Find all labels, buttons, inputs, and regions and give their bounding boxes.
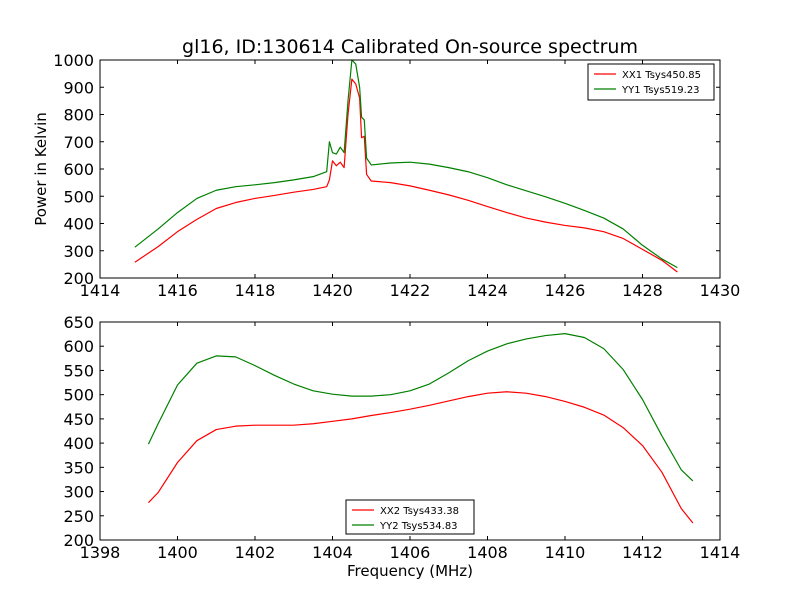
x-tick-label: 1402	[235, 543, 276, 562]
y-tick-label: 500	[63, 386, 94, 405]
chart-panel-2: 1398 1400 1402 1404 1406 1408 1410 1412 1414 200 2…	[63, 313, 740, 580]
y-tick-label: 350	[63, 458, 94, 477]
x-tick-label: 1420	[312, 281, 353, 300]
series-line-1	[134, 78, 678, 273]
x-tick-label: 1404	[312, 543, 353, 562]
x-tick-label: 1414	[80, 281, 121, 300]
x-tick-label: 1430	[700, 281, 741, 300]
legend: XX1 Tsys450.85 YY1 Tsys519.23	[587, 63, 715, 101]
y-axis-label: Power in Kelvin	[32, 112, 50, 226]
series-line-2	[147, 333, 694, 482]
legend: XX2 Tsys433.38 YY2 Tsys534.83	[345, 499, 475, 535]
x-tick-label: 1400	[157, 543, 198, 562]
legend-label-1: XX1 Tsys450.85	[622, 70, 701, 81]
legend-label-2: YY1 Tsys519.23	[621, 85, 700, 96]
y-tick-label: 500	[63, 187, 94, 206]
y-tick-label: 400	[63, 434, 94, 453]
x-tick-label: 1424	[467, 281, 508, 300]
legend-label-2: YY2 Tsys534.83	[379, 521, 458, 532]
y-tick-label: 700	[63, 133, 94, 152]
series-line-1	[148, 391, 694, 524]
legend-box	[587, 63, 715, 101]
x-tick-label: 1412	[622, 543, 663, 562]
y-tick-label: 300	[63, 242, 94, 261]
legend-label-1: XX2 Tsys433.38	[380, 506, 459, 517]
x-tick-label: 1410	[545, 543, 586, 562]
x-tick-label: 1408	[467, 543, 508, 562]
x-axis-label: Frequency (MHz)	[347, 562, 473, 580]
y-tick-label: 800	[63, 106, 94, 125]
y-tick-label: 900	[63, 78, 94, 97]
y-tick-label: 550	[63, 361, 94, 380]
y-tick-label: 200	[63, 269, 94, 288]
x-tick-label: 1406	[390, 543, 431, 562]
x-tick-label: 1416	[157, 281, 198, 300]
series-line-2	[134, 59, 678, 269]
y-tick-label: 600	[63, 337, 94, 356]
y-tick-label: 400	[63, 215, 94, 234]
legend-box	[345, 499, 475, 535]
y-tick-label: 250	[63, 507, 94, 526]
y-tick-label: 600	[63, 160, 94, 179]
x-tick-label: 1418	[235, 281, 276, 300]
x-tick-label: 1398	[80, 543, 121, 562]
y-tick-label: 300	[63, 483, 94, 502]
y-tick-label: 450	[63, 410, 94, 429]
x-tick-label: 1426	[545, 281, 586, 300]
y-tick-label: 200	[63, 531, 94, 550]
y-tick-label: 1000	[53, 51, 94, 70]
y-tick-label: 650	[63, 313, 94, 332]
chart-title: gl16, ID:130614 Calibrated On-source spe…	[182, 36, 638, 58]
x-tick-label: 1414	[700, 543, 741, 562]
x-tick-label: 1422	[390, 281, 431, 300]
chart-panel-1: 1414 1416 1418 1420 1422 1424 1426 1428 1430 200 3…	[32, 36, 740, 300]
x-tick-label: 1428	[622, 281, 663, 300]
